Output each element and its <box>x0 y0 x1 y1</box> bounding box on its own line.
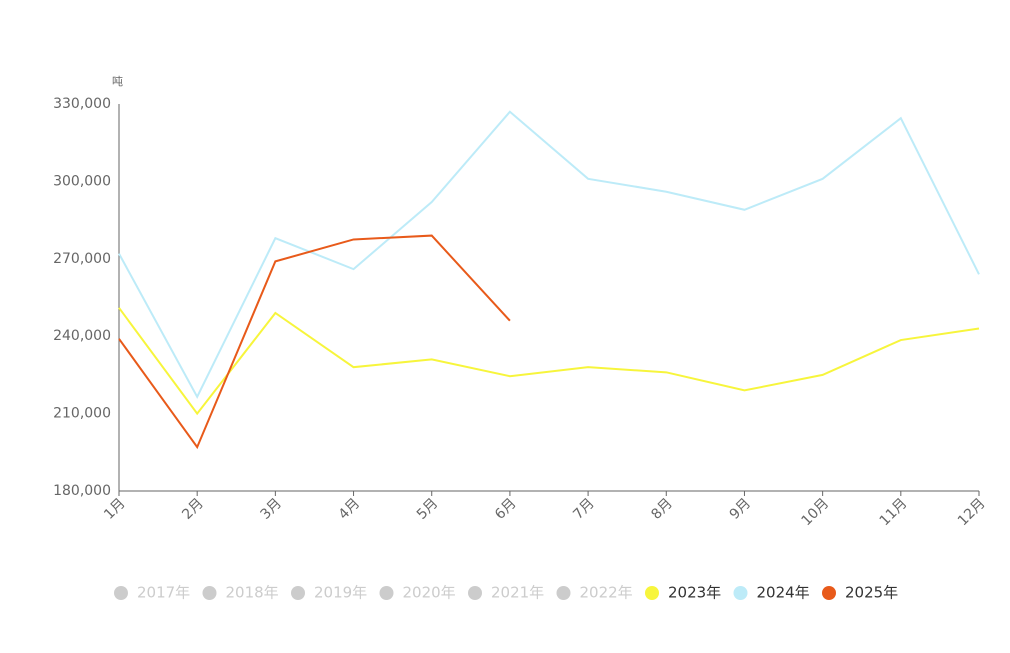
legend-item[interactable]: 2025年 <box>822 584 898 602</box>
legend-swatch <box>379 586 394 600</box>
legend-item[interactable]: 2020年 <box>379 584 456 602</box>
legend-swatch <box>645 586 659 600</box>
legend-item[interactable]: 2017年 <box>114 584 190 602</box>
legend-swatch <box>468 586 482 600</box>
y-tick-label: 210,000 <box>53 406 111 422</box>
series-line <box>118 110 980 400</box>
legend-swatch <box>556 586 571 600</box>
legend-item[interactable]: 2018年 <box>202 584 279 602</box>
legend-label: 2021年 <box>491 584 544 602</box>
legend-swatch <box>202 586 217 600</box>
x-tick-label: 2月 <box>179 495 207 523</box>
x-tick-label: 5月 <box>414 495 442 523</box>
x-tick-label: 12月 <box>955 495 989 529</box>
legend-label: 2025年 <box>845 584 898 602</box>
series-line <box>118 234 511 450</box>
legend-label: 2022年 <box>580 584 633 602</box>
legend-swatch <box>733 586 748 600</box>
y-tick-label: 180,000 <box>53 483 111 499</box>
legend-item[interactable]: 2021年 <box>468 584 544 602</box>
legend-label: 2018年 <box>226 584 279 602</box>
legend-label: 2019年 <box>314 584 367 602</box>
legend-item[interactable]: 2023年 <box>645 584 721 602</box>
legend-label: 2023年 <box>668 584 721 602</box>
x-tick-label: 4月 <box>336 495 364 523</box>
x-tick-label: 6月 <box>492 495 520 523</box>
legend-swatch <box>822 586 836 600</box>
y-unit: 吨 <box>112 75 123 88</box>
x-tick-label: 1月 <box>101 495 129 523</box>
x-tick-label: 7月 <box>570 495 598 523</box>
legend-swatch <box>114 586 128 600</box>
y-tick-label: 300,000 <box>53 173 111 189</box>
x-tick-label: 9月 <box>727 495 755 523</box>
x-tick-label: 3月 <box>257 495 285 523</box>
legend-label: 2017年 <box>137 584 190 602</box>
legend-swatch <box>291 586 305 600</box>
legend-label: 2024年 <box>757 584 810 602</box>
x-tick-label: 8月 <box>648 495 676 523</box>
y-tick-label: 270,000 <box>53 251 111 267</box>
legend-item[interactable]: 2022年 <box>556 584 633 602</box>
y-tick-label: 330,000 <box>53 96 111 112</box>
legend-label: 2020年 <box>403 584 456 602</box>
legend-item[interactable]: 2024年 <box>733 584 810 602</box>
series-line <box>118 307 980 416</box>
y-tick-label: 240,000 <box>53 328 111 344</box>
legend-item[interactable]: 2019年 <box>291 584 367 602</box>
x-tick-label: 11月 <box>877 495 911 529</box>
x-tick-label: 10月 <box>798 495 832 529</box>
